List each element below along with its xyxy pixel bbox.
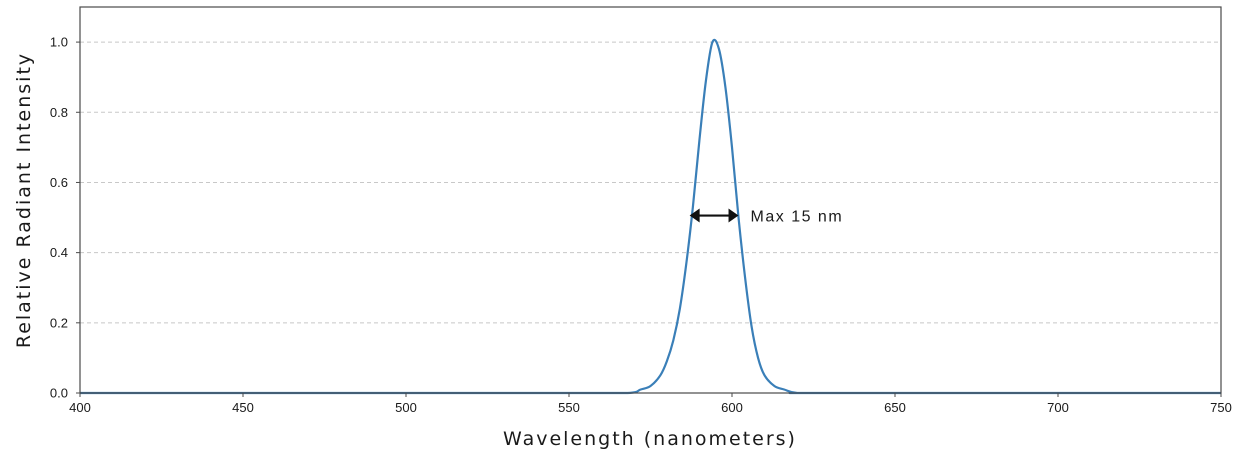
- grid-layer: [80, 41, 1221, 324]
- y-tick-label: 1.0: [50, 35, 68, 50]
- annotation-layer: Max 15 nm: [689, 208, 844, 226]
- x-tick-label: 700: [1047, 400, 1069, 415]
- y-tick-label: 0.6: [50, 175, 68, 190]
- x-tick-label: 750: [1210, 400, 1232, 415]
- annotation-label: Max 15 nm: [751, 209, 844, 226]
- x-tick-label: 400: [69, 400, 91, 415]
- y-tick-label: 0.2: [50, 315, 68, 330]
- plot-frame: [79, 6, 1222, 394]
- y-tick-label: 0.0: [50, 386, 68, 401]
- x-tick-label: 650: [884, 400, 906, 415]
- x-tick-label: 600: [721, 400, 743, 415]
- x-tick-label: 550: [558, 400, 580, 415]
- y-axis-title: Relative Radiant Intensity: [13, 52, 35, 348]
- annotation-arrowhead-left: [689, 208, 700, 223]
- x-tick-label: 500: [395, 400, 417, 415]
- tick-layer: 0.0 0.2 0.4 0.6 0.8 1.0 400 450 500 550 600 650 700 7…: [50, 35, 1232, 415]
- x-tick-label: 450: [232, 400, 254, 415]
- y-tick-label: 0.4: [50, 245, 68, 260]
- x-axis-title: Wavelength (nanometers): [503, 428, 797, 450]
- spectrum-series-line: [80, 38, 1221, 395]
- annotation-arrowhead-right: [728, 208, 739, 223]
- y-tick-label: 0.8: [50, 105, 68, 120]
